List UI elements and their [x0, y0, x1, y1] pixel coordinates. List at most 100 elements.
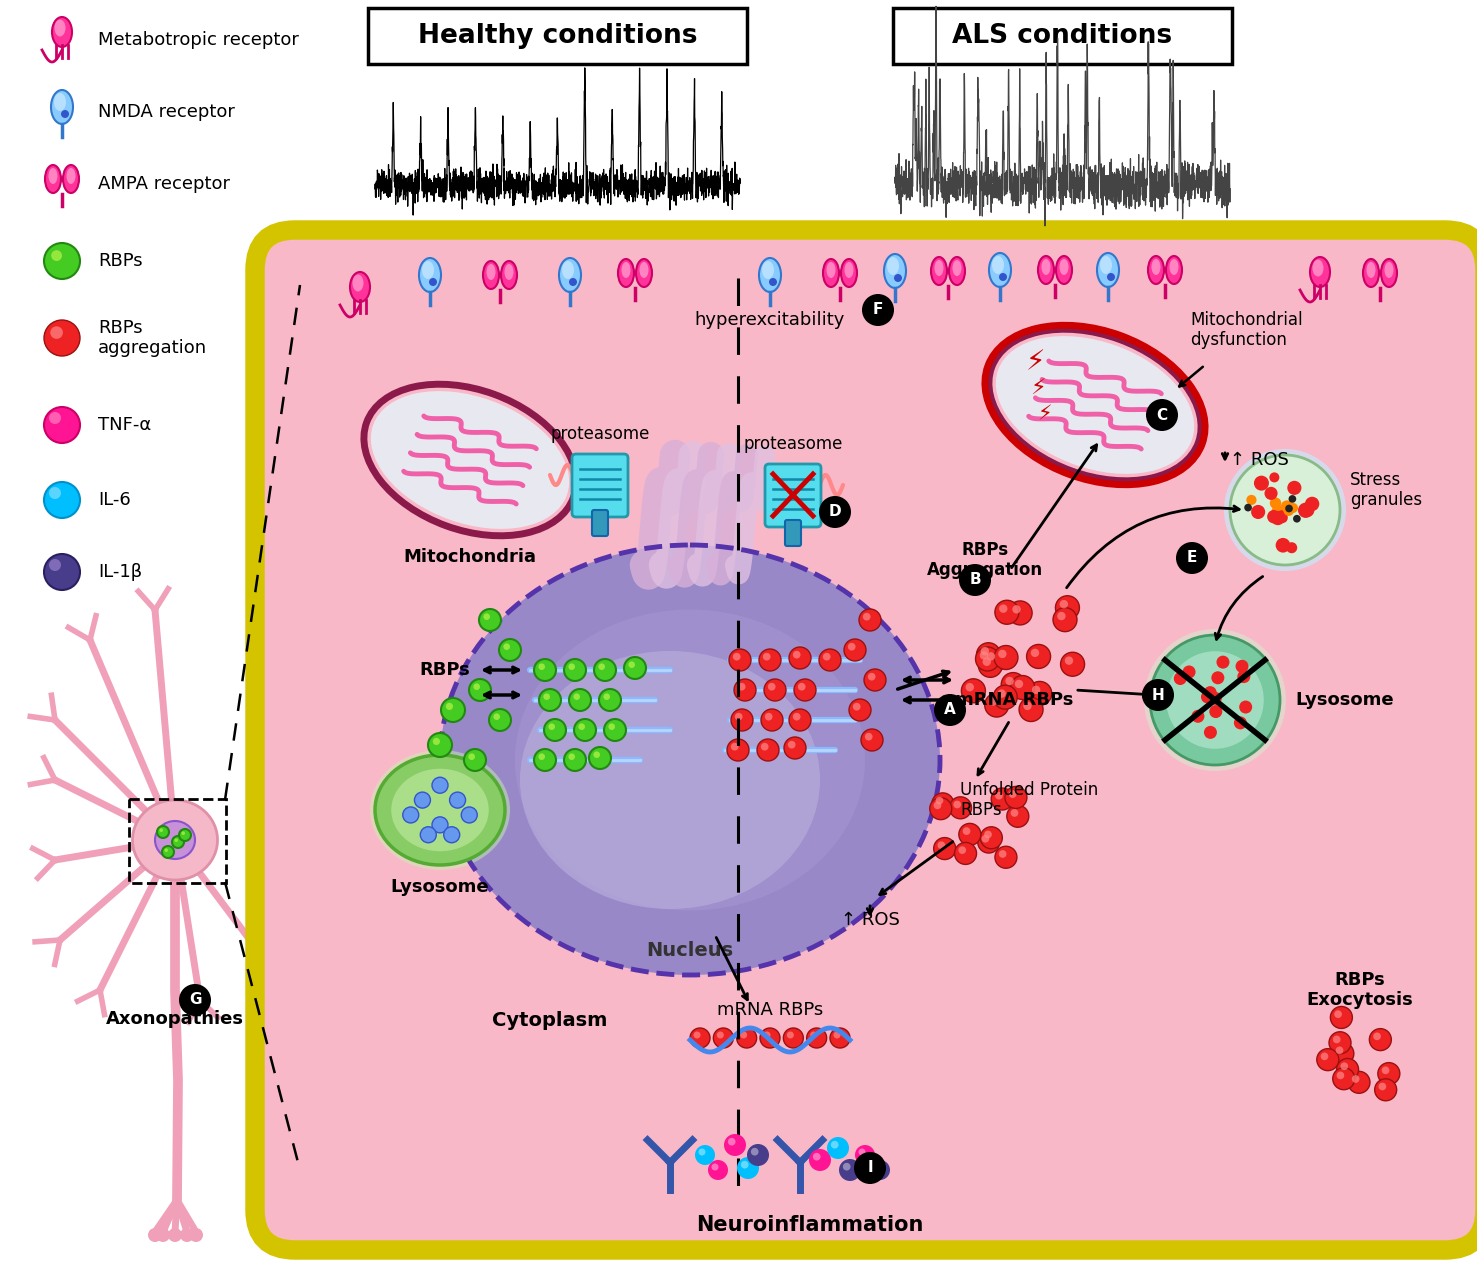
Circle shape [811, 1031, 817, 1039]
Circle shape [963, 827, 970, 835]
Circle shape [569, 664, 575, 670]
Circle shape [737, 1157, 759, 1179]
Circle shape [1329, 1032, 1351, 1054]
Ellipse shape [55, 19, 65, 37]
Circle shape [982, 658, 991, 666]
Circle shape [734, 679, 756, 700]
Circle shape [1267, 510, 1281, 524]
Circle shape [761, 1029, 780, 1047]
Circle shape [787, 1031, 793, 1039]
Text: ⚡: ⚡ [1038, 404, 1052, 424]
Circle shape [1009, 601, 1032, 625]
Circle shape [1369, 1029, 1391, 1051]
Ellipse shape [617, 259, 634, 286]
Circle shape [182, 832, 185, 835]
Circle shape [699, 1148, 706, 1156]
Circle shape [852, 703, 861, 711]
Circle shape [461, 806, 477, 823]
Circle shape [997, 689, 1006, 698]
Circle shape [938, 842, 945, 849]
Text: Mitochondrial
dysfunction: Mitochondrial dysfunction [1190, 310, 1303, 350]
Circle shape [179, 829, 191, 840]
Circle shape [998, 273, 1007, 281]
FancyBboxPatch shape [784, 520, 801, 546]
Circle shape [489, 709, 511, 731]
Circle shape [428, 733, 452, 757]
Ellipse shape [375, 755, 505, 864]
Circle shape [985, 693, 1009, 717]
Circle shape [860, 610, 880, 631]
Ellipse shape [371, 750, 510, 870]
FancyBboxPatch shape [592, 510, 609, 536]
Circle shape [1151, 635, 1281, 765]
Circle shape [168, 1228, 182, 1242]
Circle shape [795, 679, 815, 700]
Circle shape [569, 278, 578, 286]
Text: C: C [1156, 408, 1167, 423]
Circle shape [569, 753, 575, 760]
Circle shape [1292, 515, 1301, 522]
Circle shape [464, 750, 486, 771]
Circle shape [998, 851, 1006, 858]
Circle shape [843, 639, 866, 661]
Circle shape [493, 713, 501, 721]
Circle shape [1027, 645, 1050, 669]
Circle shape [1019, 698, 1043, 722]
Circle shape [1334, 1011, 1343, 1018]
Circle shape [442, 698, 465, 722]
Circle shape [1145, 628, 1286, 771]
Circle shape [535, 659, 555, 681]
Circle shape [962, 679, 985, 703]
Circle shape [737, 1029, 756, 1047]
Circle shape [783, 1029, 803, 1047]
Ellipse shape [759, 257, 781, 292]
Circle shape [1059, 599, 1068, 608]
Circle shape [604, 693, 610, 700]
Ellipse shape [422, 261, 434, 279]
Ellipse shape [1038, 256, 1055, 284]
Circle shape [1032, 685, 1040, 694]
Circle shape [157, 827, 168, 838]
Circle shape [1254, 476, 1269, 491]
FancyBboxPatch shape [572, 454, 628, 517]
Circle shape [1004, 786, 1027, 809]
Circle shape [1007, 805, 1029, 828]
Ellipse shape [419, 257, 442, 292]
Ellipse shape [1381, 259, 1397, 286]
Circle shape [1270, 511, 1285, 525]
Circle shape [180, 1228, 193, 1242]
Circle shape [820, 496, 851, 528]
Circle shape [724, 1135, 746, 1156]
Circle shape [935, 796, 944, 804]
Circle shape [1276, 538, 1291, 553]
Circle shape [954, 843, 976, 864]
Circle shape [1335, 1046, 1344, 1054]
Circle shape [50, 327, 64, 339]
Circle shape [1278, 512, 1288, 522]
Circle shape [978, 654, 1003, 678]
Circle shape [832, 1141, 839, 1148]
Circle shape [1167, 651, 1264, 748]
Circle shape [1332, 1036, 1341, 1044]
Ellipse shape [931, 257, 947, 285]
Ellipse shape [1059, 259, 1068, 275]
Circle shape [789, 709, 811, 731]
Circle shape [784, 737, 806, 758]
Circle shape [1031, 649, 1040, 658]
Circle shape [1204, 726, 1217, 738]
Circle shape [1028, 681, 1052, 705]
Ellipse shape [1170, 259, 1179, 275]
Circle shape [579, 723, 585, 729]
FancyBboxPatch shape [368, 8, 747, 64]
Circle shape [1106, 273, 1115, 281]
Circle shape [762, 652, 771, 660]
Text: Cytoplasm: Cytoplasm [492, 1011, 607, 1030]
Circle shape [61, 110, 69, 119]
Ellipse shape [483, 261, 499, 289]
Ellipse shape [637, 259, 651, 286]
Circle shape [160, 828, 162, 832]
Circle shape [499, 639, 521, 661]
Ellipse shape [350, 273, 371, 302]
Circle shape [1301, 504, 1315, 517]
Circle shape [833, 1031, 840, 1039]
